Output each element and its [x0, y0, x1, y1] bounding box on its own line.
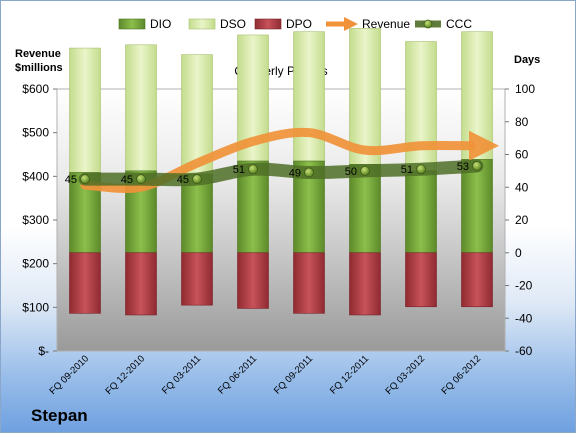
x-category-label: FQ 09-2010	[47, 353, 91, 397]
dpo-bar	[293, 252, 325, 314]
x-category-label: FQ 03-2012	[383, 353, 427, 397]
dpo-bar	[181, 252, 213, 306]
dpo-bar	[125, 252, 157, 316]
dpo-bar	[405, 252, 437, 308]
left-tick-label: $-	[38, 344, 49, 358]
legend-swatch	[254, 18, 282, 30]
ccc-point	[360, 165, 370, 176]
dpo-bar	[461, 252, 493, 308]
legend-swatch	[118, 18, 146, 30]
dpo-bar	[349, 252, 381, 316]
company-name: Stepan	[31, 406, 88, 425]
dso-bar	[125, 44, 157, 172]
ccc-data-label: 45	[177, 174, 189, 186]
left-tick-label: $100	[22, 300, 49, 314]
right-tick-label: 40	[515, 180, 529, 194]
ccc-data-label: 45	[65, 174, 77, 186]
dio-bar	[181, 173, 213, 254]
ccc-point	[80, 174, 90, 184]
ccc-point	[416, 164, 426, 175]
legend-ccc-point	[423, 19, 433, 29]
dpo-bar	[69, 252, 101, 314]
left-tick-label: $400	[22, 169, 49, 183]
left-axis-title-line1: Revenue	[15, 48, 61, 60]
dso-bar	[69, 47, 101, 173]
dpo-bar	[237, 252, 269, 309]
revenue-line	[80, 127, 476, 193]
ccc-point	[248, 164, 258, 175]
revenue-arrowhead	[469, 130, 499, 161]
right-tick-label: 20	[515, 213, 529, 227]
ccc-data-label: 53	[457, 161, 469, 173]
ccc-point	[472, 161, 482, 171]
right-tick-label: 0	[515, 246, 522, 260]
dso-bar	[349, 28, 381, 165]
dso-bar	[293, 31, 325, 162]
ccc-data-label: 49	[289, 168, 301, 180]
right-axis: -60 -40 -20 0 20 40 60 80 100	[505, 82, 535, 358]
left-axis: $- $100 $200 $300 $400 $500 $600	[22, 82, 57, 358]
ccc-data-label: 51	[233, 164, 245, 176]
x-category-label: FQ 06-2012	[439, 353, 483, 397]
legend-swatch	[188, 18, 216, 30]
ccc-point	[136, 174, 146, 184]
left-tick-label: $500	[22, 126, 49, 140]
ccc-series: 45 45 45 51 49 50 51 53	[65, 159, 484, 187]
dio-bar	[461, 159, 493, 254]
dio-bar	[349, 164, 381, 254]
dso-bar	[405, 41, 437, 172]
right-axis-title: Days	[514, 54, 540, 66]
x-category-label: FQ 09-2011	[272, 353, 315, 396]
left-tick-label: $600	[22, 82, 49, 96]
ccc-point	[192, 174, 202, 184]
ccc-data-label: 51	[401, 164, 413, 176]
right-tick-label: -20	[515, 279, 533, 293]
legend-label: DPO	[286, 17, 312, 31]
ccc-point	[304, 167, 314, 178]
revenue-series	[80, 127, 499, 193]
x-category-label: FQ 06-2011	[216, 353, 259, 396]
right-tick-label: 100	[515, 82, 535, 96]
legend-label: DSO	[220, 17, 246, 31]
left-tick-label: $300	[22, 213, 49, 227]
dio-bar	[405, 170, 437, 254]
ccc-data-label: 45	[121, 174, 133, 186]
legend-revenue-arrowhead	[344, 17, 358, 31]
right-tick-label: -40	[515, 311, 533, 325]
x-axis: FQ 09-2010 FQ 12-2010 FQ 03-2011 FQ 06-2011…	[47, 353, 483, 397]
right-tick-label: -60	[515, 344, 533, 358]
right-tick-label: 80	[515, 115, 529, 129]
right-tick-label: 60	[515, 148, 529, 162]
x-category-label: FQ 12-2011	[328, 353, 371, 396]
ccc-data-label: 50	[345, 166, 357, 178]
x-category-label: FQ 03-2011	[160, 353, 203, 396]
legend-label: CCC	[446, 17, 472, 31]
legend-label: Revenue	[362, 17, 410, 31]
left-axis-title-line2: $millions	[15, 62, 63, 74]
plot-area	[56, 88, 506, 352]
left-tick-label: $200	[22, 257, 49, 271]
legend: DIO DSO DPO Revenue CCC	[118, 17, 472, 31]
x-category-label: FQ 12-2010	[103, 353, 147, 397]
legend-label: DIO	[150, 17, 171, 31]
